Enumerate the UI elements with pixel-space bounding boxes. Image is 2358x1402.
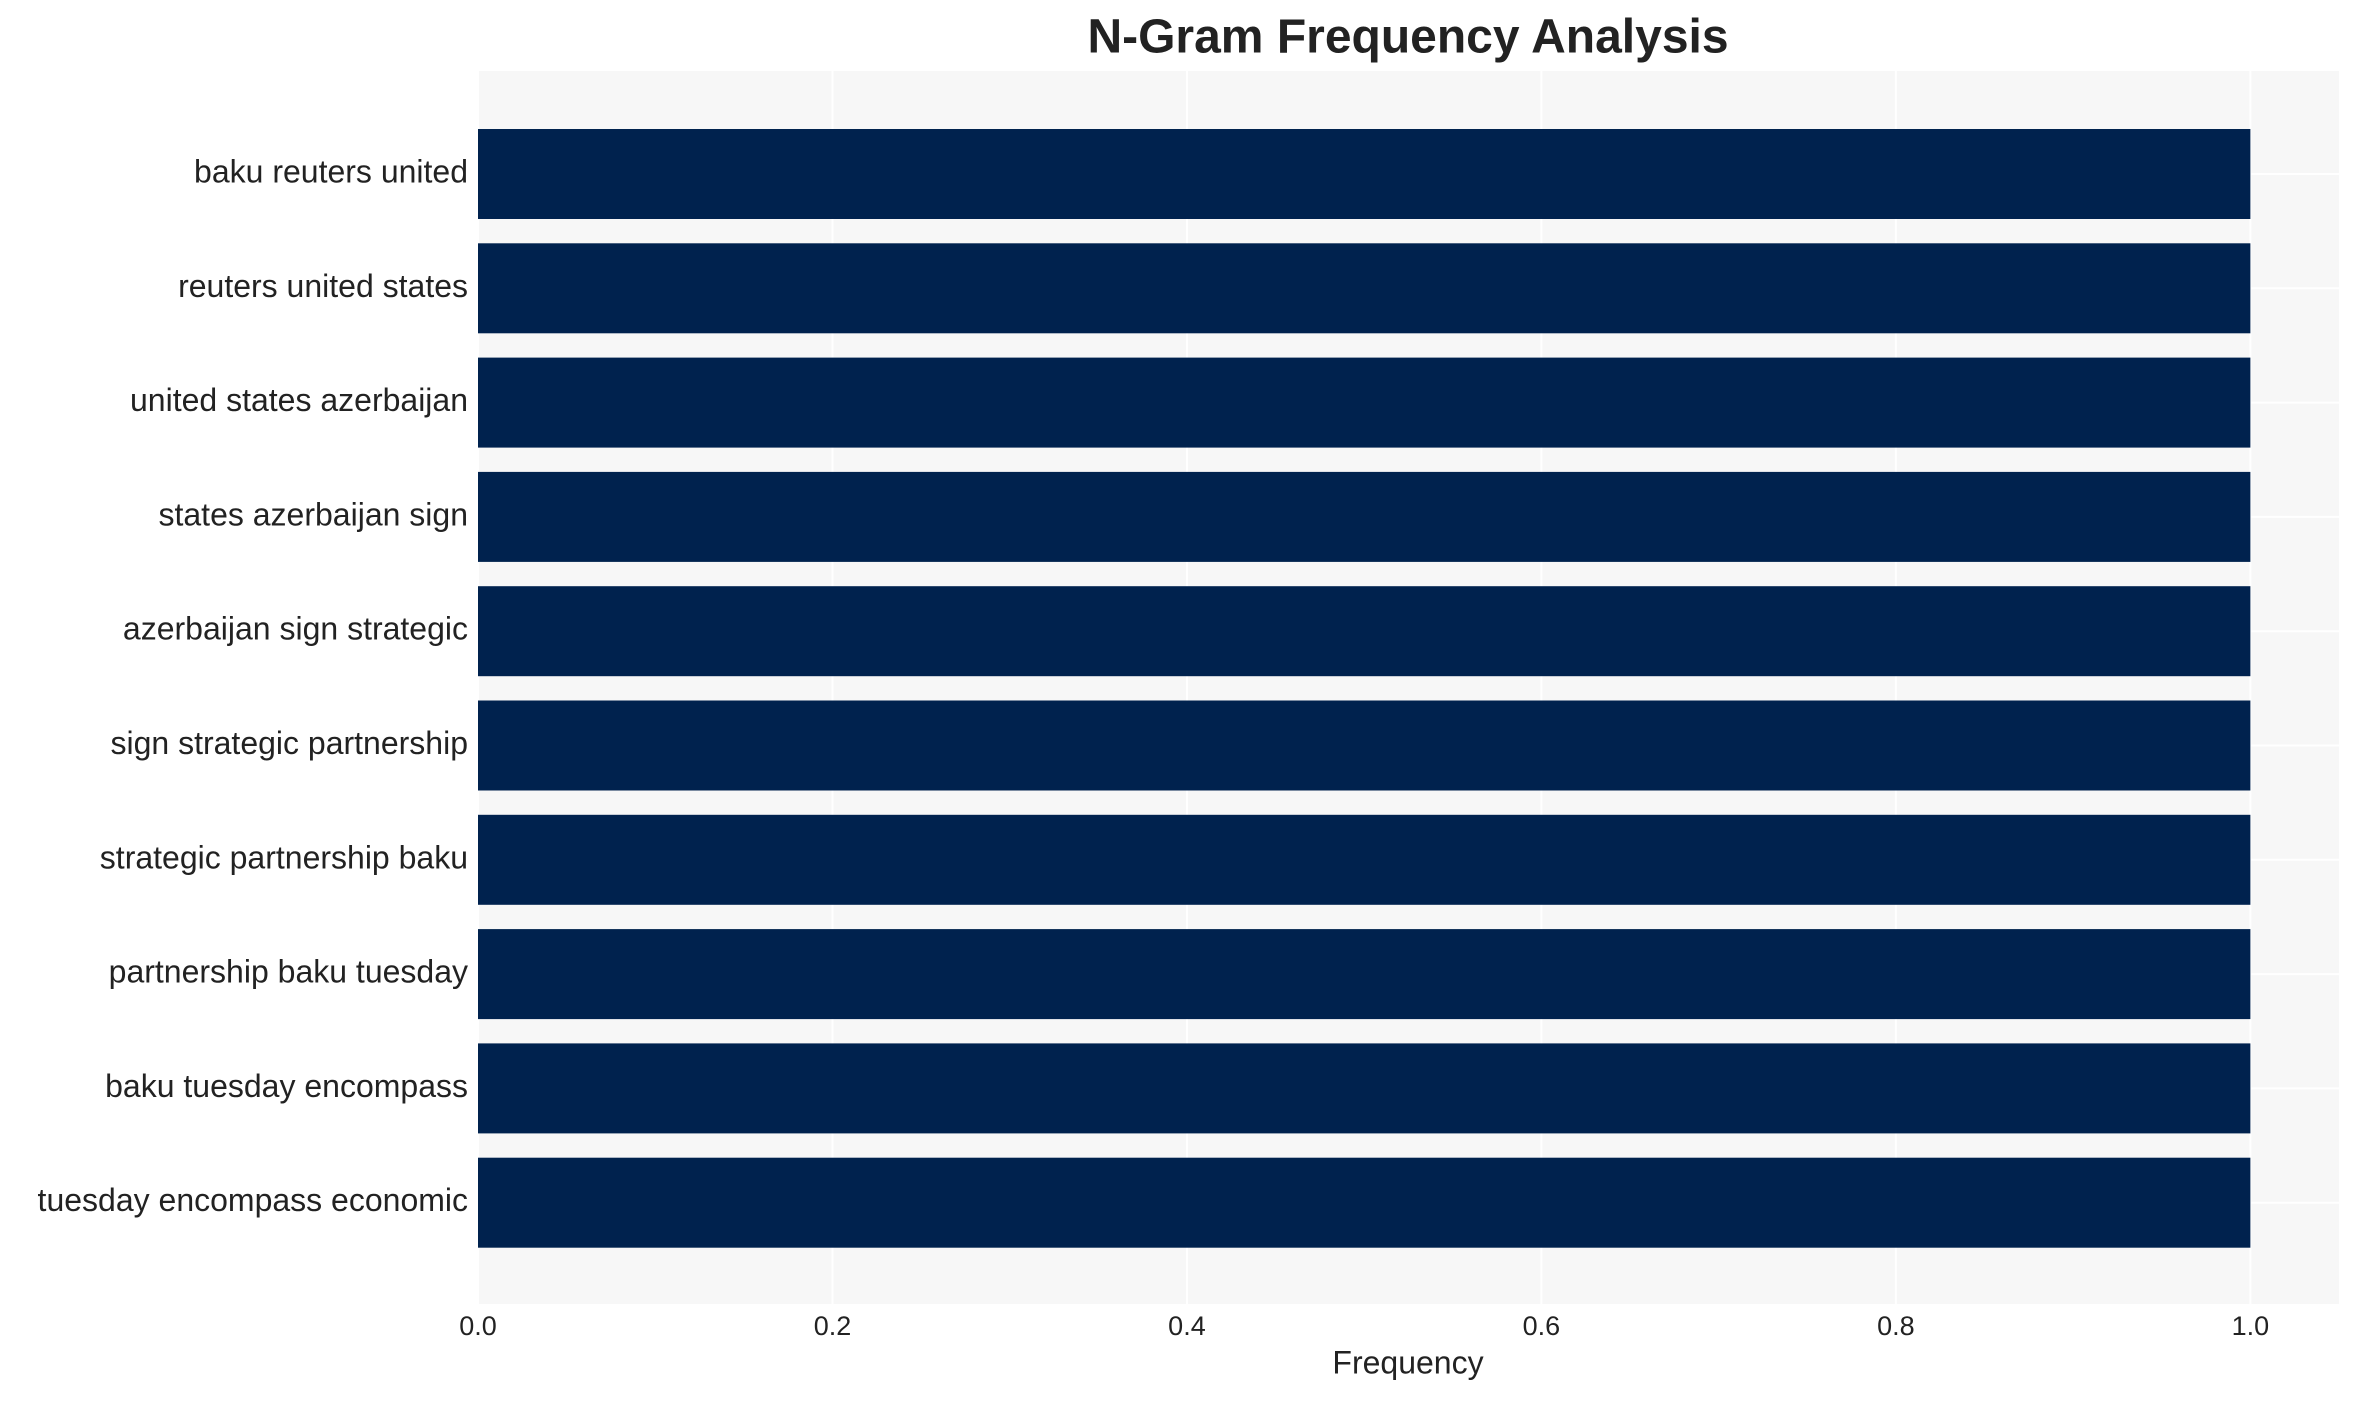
y-tick-label: reuters united states [178, 268, 468, 304]
x-tick-label: 1.0 [2232, 1311, 2270, 1341]
chart-title: N-Gram Frequency Analysis [1087, 11, 1728, 64]
bar [478, 129, 2251, 219]
y-tick-label: strategic partnership baku [100, 839, 468, 875]
y-tick-label: tuesday encompass economic [38, 1182, 468, 1218]
x-tick-label: 0.4 [1168, 1311, 1206, 1341]
y-tick-label: partnership baku tuesday [109, 954, 468, 990]
bar [478, 471, 2251, 562]
bar [478, 1043, 2251, 1134]
y-tick-label: sign strategic partnership [110, 725, 468, 761]
bar [478, 700, 2251, 791]
bar [478, 586, 2251, 677]
bar [478, 929, 2251, 1020]
bar [478, 243, 2251, 334]
bar [478, 814, 2251, 905]
y-tick-label: baku reuters united [194, 153, 468, 189]
bar [478, 357, 2251, 448]
x-tick-label: 0.0 [459, 1311, 497, 1341]
y-tick-label: united states azerbaijan [130, 382, 468, 418]
x-tick-label: 0.6 [1523, 1311, 1561, 1341]
y-tick-label: azerbaijan sign strategic [123, 611, 468, 647]
x-axis-label: Frequency [1332, 1344, 1483, 1380]
y-tick-label: baku tuesday encompass [105, 1068, 468, 1104]
x-tick-label: 0.8 [1877, 1311, 1915, 1341]
bar [478, 1157, 2251, 1248]
x-tick-label: 0.2 [814, 1311, 852, 1341]
y-tick-label: states azerbaijan sign [158, 496, 468, 532]
